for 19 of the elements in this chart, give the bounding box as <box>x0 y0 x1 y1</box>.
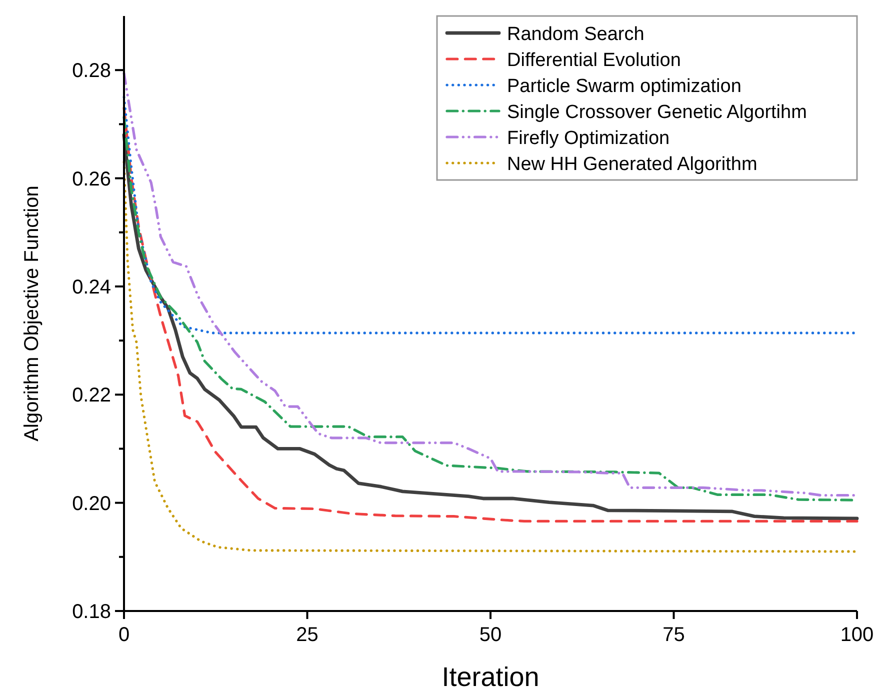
legend-label: New HH Generated Algorithm <box>507 154 758 175</box>
legend-label: Single Crossover Genetic Algortihm <box>507 102 807 123</box>
x-tick-label: 100 <box>840 624 874 646</box>
legend-label: Firefly Optimization <box>507 128 670 149</box>
y-tick-label: 0.20 <box>72 492 111 515</box>
x-tick-label: 25 <box>296 624 318 646</box>
legend-label: Particle Swarm optimization <box>507 76 742 97</box>
x-tick-label: 0 <box>118 624 130 646</box>
y-tick-label: 0.22 <box>72 384 111 407</box>
x-axis-title: Iteration <box>442 662 540 692</box>
y-tick-label: 0.24 <box>72 276 111 298</box>
legend-label: Random Search <box>507 24 644 45</box>
legend-label: Differential Evolution <box>507 50 681 71</box>
x-tick-label: 50 <box>479 624 502 646</box>
y-tick-label: 0.26 <box>72 168 111 190</box>
y-axis-title: Algorithm Objective Function <box>21 186 43 442</box>
x-tick-label: 75 <box>662 624 685 646</box>
y-tick-label: 0.28 <box>72 60 111 82</box>
y-tick-label: 0.18 <box>72 601 111 623</box>
